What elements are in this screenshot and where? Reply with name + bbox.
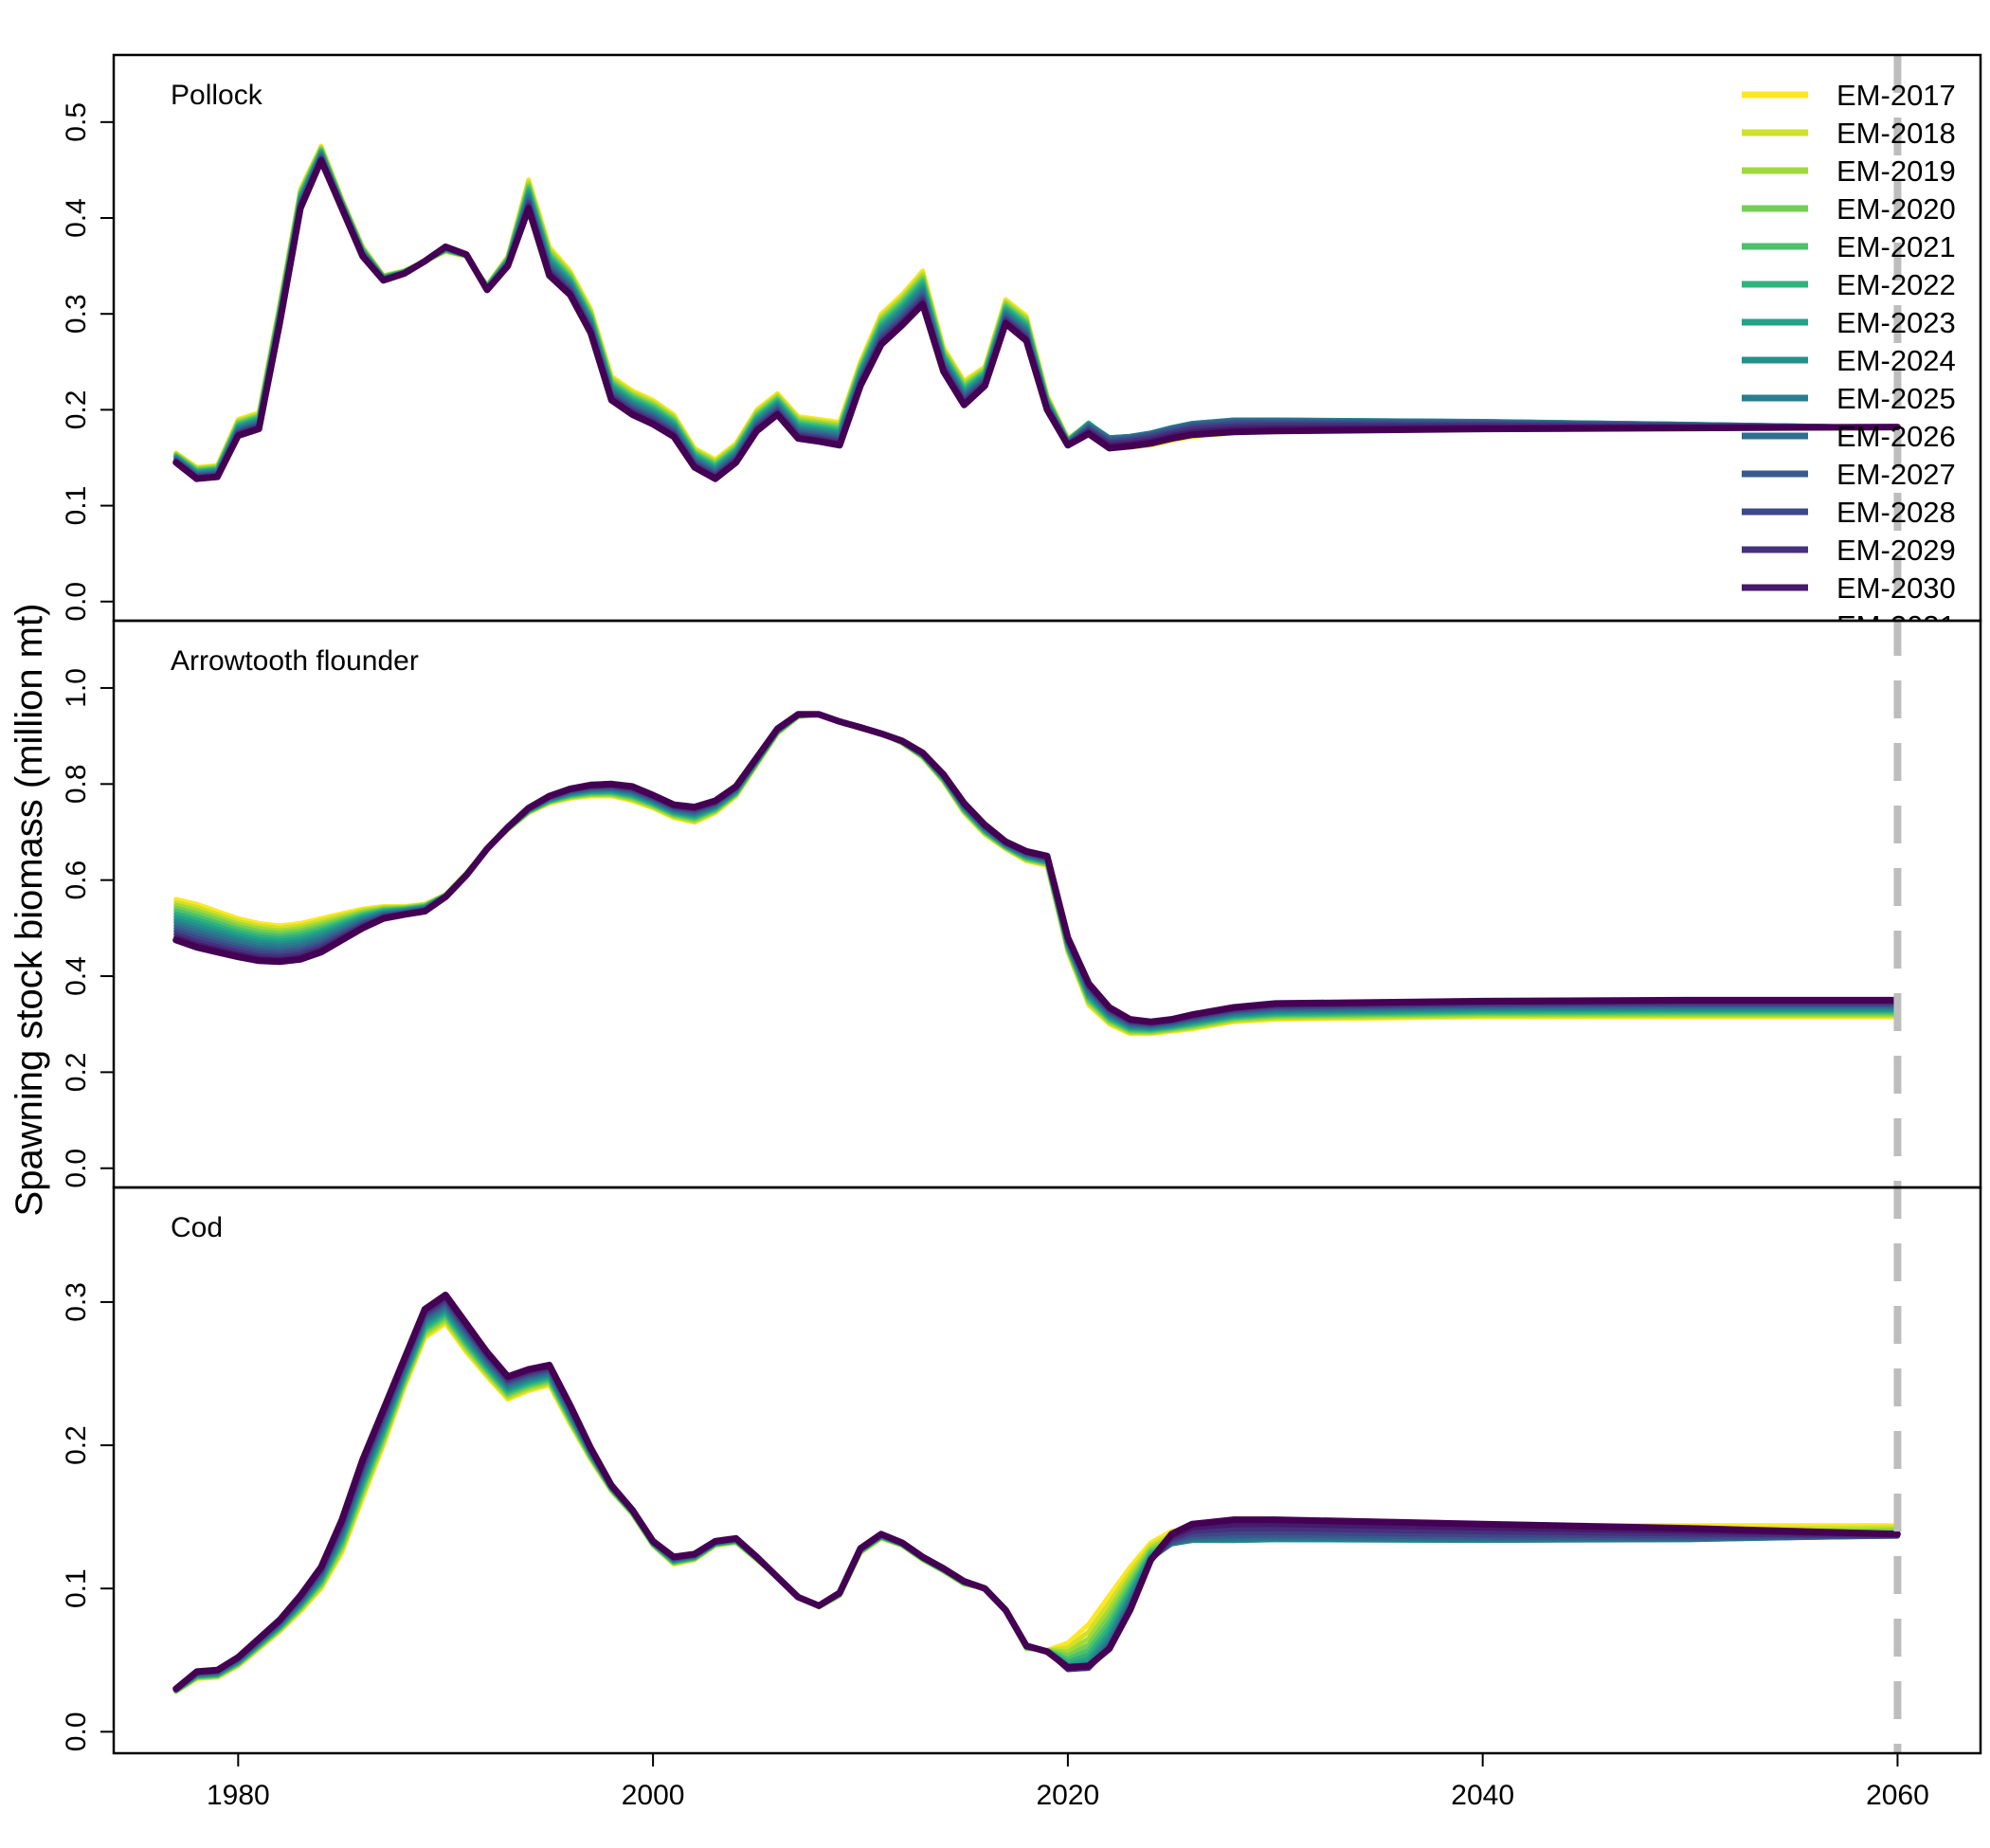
legend-entry-em-2029: EM-2029 — [1836, 534, 1956, 567]
y-tick-label: 0.0 — [61, 1712, 92, 1751]
y-tick-label: 0.3 — [61, 1282, 92, 1322]
series-line-arrowtooth-flounder-4 — [173, 712, 1900, 1033]
series-layer — [172, 143, 1901, 1694]
legend: EM-2017 EM-2018 EM-2019 EM-2020 EM-2021 EM-20… — [1742, 79, 1956, 643]
y-tick-label: 0.3 — [61, 294, 92, 334]
series-line-cod-0 — [173, 1321, 1900, 1694]
x-tick-label: 1980 — [207, 1780, 270, 1811]
y-tick-label: 0.4 — [61, 198, 92, 238]
series-line-cod-8 — [173, 1304, 1900, 1693]
legend-entry-em-2019: EM-2019 — [1836, 154, 1956, 188]
series-line-arrowtooth-flounder-12 — [173, 712, 1900, 1026]
y-tick-label: 0.5 — [61, 102, 92, 142]
series-line-arrowtooth-flounder-2 — [173, 712, 1900, 1035]
series-line-arrowtooth-flounder-14 — [172, 711, 1901, 1025]
panel-title: Pollock — [171, 80, 263, 111]
panel-frame — [112, 53, 1982, 623]
series-line-cod-11 — [173, 1298, 1900, 1693]
panel-1 — [172, 711, 1901, 1037]
series-line-pollock-0 — [173, 143, 1900, 470]
series-line-cod-6 — [173, 1309, 1900, 1694]
legend-entry-em-2031: EM-2031 — [1836, 609, 1956, 643]
legend-entry-em-2020: EM-2020 — [1836, 192, 1956, 226]
y-tick-label: 0.2 — [61, 1425, 92, 1465]
y-tick-label: 0.4 — [61, 956, 92, 996]
legend-entry-em-2022: EM-2022 — [1836, 268, 1956, 301]
panel-frame — [112, 1186, 1982, 1755]
panel-0 — [172, 143, 1901, 482]
series-line-arrowtooth-flounder-5 — [173, 712, 1900, 1032]
series-line-cod-2 — [173, 1316, 1900, 1694]
x-tick-label: 2040 — [1451, 1780, 1514, 1811]
legend-entry-em-2021: EM-2021 — [1836, 230, 1956, 263]
series-line-pollock-14 — [172, 156, 1901, 482]
y-tick-label: 0.2 — [61, 1053, 92, 1093]
legend-entry-em-2028: EM-2028 — [1836, 496, 1956, 529]
series-line-cod-7 — [173, 1307, 1900, 1693]
series-line-cod-14 — [172, 1291, 1901, 1693]
series-line-cod-1 — [173, 1318, 1900, 1694]
series-line-arrowtooth-flounder-7 — [173, 712, 1900, 1030]
axis-layer: 0.0 0.1 0.2 0.3 0.4 0.5 Pollock 0.0 0.2 0.4 0.6 0.8… — [61, 53, 1982, 1811]
series-line-pollock-2 — [173, 145, 1900, 472]
series-line-pollock-1 — [173, 144, 1900, 471]
series-line-cod-5 — [173, 1311, 1900, 1694]
y-tick-label: 0.2 — [61, 390, 92, 430]
series-line-cod-4 — [173, 1313, 1900, 1694]
series-line-cod-9 — [173, 1302, 1900, 1693]
y-axis-title: Spawning stock biomass (million mt) — [9, 604, 50, 1217]
legend-entry-em-2024: EM-2024 — [1836, 344, 1956, 377]
series-line-cod-10 — [173, 1300, 1900, 1693]
panel-title: Arrowtooth flounder — [171, 645, 419, 677]
series-line-arrowtooth-flounder-11 — [173, 712, 1900, 1027]
legend-entry-em-2023: EM-2023 — [1836, 306, 1956, 339]
y-tick-label: 0.1 — [61, 486, 92, 526]
legend-entry-em-2017: EM-2017 — [1836, 79, 1956, 112]
x-tick-label: 2020 — [1037, 1780, 1100, 1811]
panel-2 — [172, 1291, 1901, 1694]
y-tick-label: 1.0 — [61, 668, 92, 708]
y-tick-label: 0.1 — [61, 1568, 92, 1608]
series-line-arrowtooth-flounder-8 — [173, 712, 1900, 1030]
series-line-cod-13 — [173, 1295, 1900, 1692]
legend-entry-em-2026: EM-2026 — [1836, 420, 1956, 453]
y-tick-label: 0.0 — [61, 582, 92, 622]
panel-title: Cod — [171, 1212, 223, 1243]
y-tick-label: 0.6 — [61, 861, 92, 900]
series-line-arrowtooth-flounder-3 — [173, 712, 1900, 1034]
legend-entry-em-2027: EM-2027 — [1836, 458, 1956, 491]
legend-entry-em-2025: EM-2025 — [1836, 382, 1956, 415]
y-tick-label: 0.0 — [61, 1149, 92, 1188]
series-line-arrowtooth-flounder-6 — [173, 712, 1900, 1031]
series-line-arrowtooth-flounder-9 — [173, 712, 1900, 1029]
legend-entry-em-2030: EM-2030 — [1836, 571, 1956, 605]
series-line-arrowtooth-flounder-1 — [173, 712, 1900, 1036]
legend-entry-em-2018: EM-2018 — [1836, 117, 1956, 150]
series-line-cod-3 — [173, 1314, 1900, 1694]
y-tick-label: 0.8 — [61, 764, 92, 804]
legend-entries: EM-2017 EM-2018 EM-2019 EM-2020 EM-2021 EM-20… — [1742, 79, 1956, 643]
series-line-arrowtooth-flounder-0 — [173, 712, 1900, 1037]
series-line-arrowtooth-flounder-10 — [173, 712, 1900, 1028]
x-tick-label: 2060 — [1866, 1780, 1929, 1811]
series-line-arrowtooth-flounder-13 — [173, 712, 1900, 1025]
x-tick-label: 2000 — [622, 1780, 685, 1811]
series-line-cod-12 — [173, 1296, 1900, 1692]
